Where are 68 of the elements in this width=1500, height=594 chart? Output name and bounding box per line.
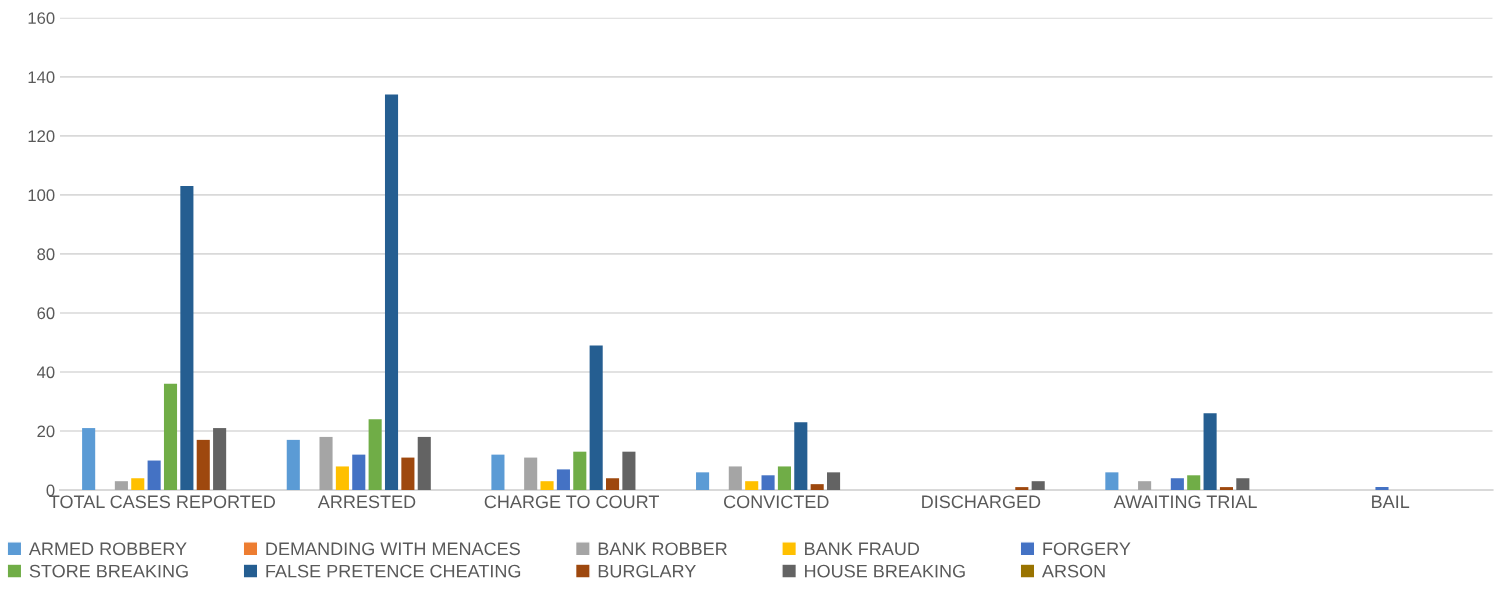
bar bbox=[827, 472, 841, 491]
y-tick-label: 80 bbox=[37, 248, 55, 261]
bar bbox=[524, 457, 538, 491]
bar bbox=[286, 439, 300, 491]
bar bbox=[728, 466, 742, 491]
bar bbox=[384, 94, 399, 491]
bar bbox=[491, 454, 505, 491]
legend-label: FORGERY bbox=[1043, 542, 1131, 556]
bar bbox=[589, 345, 603, 491]
bar bbox=[352, 454, 366, 491]
legend-label: BANK FRAUD bbox=[805, 542, 920, 556]
bar bbox=[794, 422, 808, 491]
y-tick-label: 20 bbox=[37, 425, 55, 438]
x-tick-label: BAIL bbox=[1372, 495, 1410, 508]
bar bbox=[573, 451, 587, 491]
y-tick-label: 40 bbox=[36, 366, 55, 379]
bar bbox=[114, 481, 128, 491]
x-tick-label: DISCHARGED bbox=[922, 495, 1041, 509]
bar bbox=[368, 419, 382, 491]
legend-label: BANK ROBBER bbox=[598, 542, 727, 556]
bar bbox=[1219, 487, 1234, 491]
x-tick-label: TOTAL CASES REPORTED bbox=[49, 495, 276, 509]
legend-label: STORE BREAKING bbox=[29, 564, 188, 578]
bar bbox=[745, 481, 759, 491]
bar bbox=[131, 478, 145, 491]
legend-label: HOUSE BREAKING bbox=[805, 564, 965, 578]
bar bbox=[696, 472, 710, 491]
bar bbox=[213, 428, 227, 491]
bar bbox=[1375, 487, 1389, 491]
bar bbox=[335, 466, 349, 491]
bar bbox=[147, 460, 161, 491]
bar bbox=[556, 469, 570, 491]
bar bbox=[196, 439, 210, 491]
legend-label: DEMANDING WITH MENACES bbox=[266, 542, 520, 556]
legend-label: ARSON bbox=[1041, 564, 1105, 578]
y-tick-label: 60 bbox=[37, 307, 55, 320]
bar bbox=[605, 478, 620, 491]
bar bbox=[1203, 413, 1217, 491]
bar bbox=[810, 484, 824, 491]
bar bbox=[1170, 478, 1184, 491]
bar bbox=[180, 186, 194, 491]
x-tick-label: CHARGE TO COURT bbox=[484, 495, 659, 509]
bar bbox=[622, 451, 636, 491]
x-tick-label: AWAITING TRIAL bbox=[1113, 495, 1257, 509]
bar bbox=[540, 481, 554, 491]
y-tick-label: 100 bbox=[28, 189, 55, 202]
legend-label: BURGLARY bbox=[598, 564, 696, 578]
x-tick-label: CONVICTED bbox=[724, 495, 829, 509]
bar bbox=[417, 436, 431, 491]
x-tick-label: ARRESTED bbox=[317, 495, 416, 509]
y-tick-label: 160 bbox=[28, 12, 55, 25]
bar bbox=[1015, 487, 1029, 491]
bar bbox=[1187, 475, 1201, 491]
bar bbox=[761, 475, 775, 491]
y-tick-label: 0 bbox=[46, 484, 55, 497]
bar bbox=[1236, 478, 1250, 491]
y-tick-label: 140 bbox=[28, 71, 55, 84]
bar bbox=[1105, 472, 1119, 491]
bar bbox=[401, 457, 415, 491]
y-tick-label: 120 bbox=[28, 130, 55, 143]
legend-label: FALSE PRETENCE CHEATING bbox=[266, 564, 521, 578]
bar bbox=[82, 428, 96, 491]
bar bbox=[319, 436, 333, 491]
bar bbox=[163, 383, 178, 491]
bar bbox=[777, 466, 791, 491]
bar bbox=[1031, 481, 1045, 491]
bar bbox=[1138, 481, 1152, 491]
legend-label: ARMED ROBBERY bbox=[28, 542, 187, 556]
